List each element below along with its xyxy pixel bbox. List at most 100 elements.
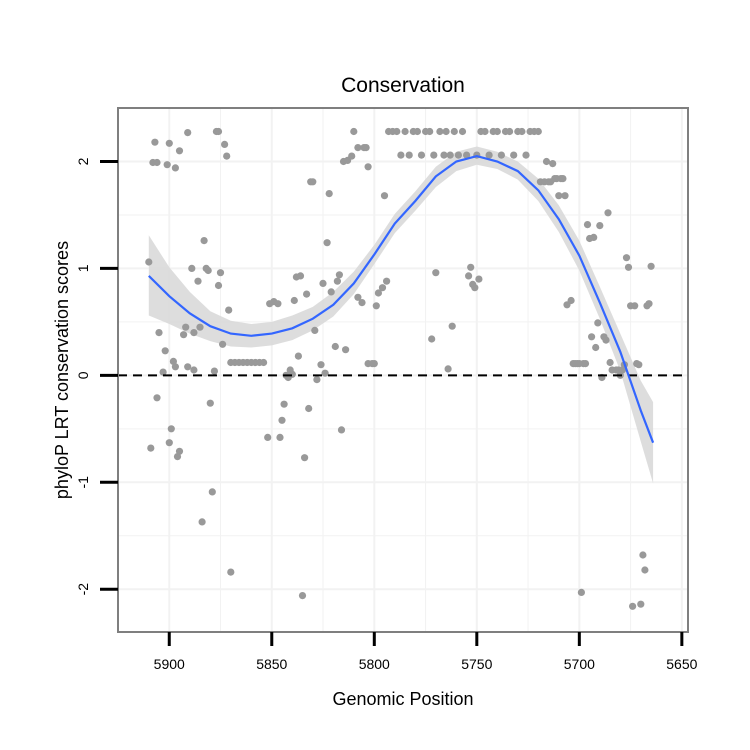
data-point: [151, 138, 159, 146]
x-tick-label: 5750: [461, 656, 492, 672]
data-point: [555, 192, 563, 200]
data-point: [194, 277, 202, 285]
data-point: [471, 284, 479, 292]
data-point: [592, 343, 600, 352]
data-point: [354, 293, 362, 301]
data-point: [294, 352, 302, 360]
data-point: [485, 151, 493, 159]
data-point: [163, 161, 171, 169]
data-point: [153, 158, 161, 167]
data-point: [180, 331, 188, 339]
data-point: [219, 340, 227, 348]
data-point: [313, 376, 321, 384]
data-point: [426, 127, 434, 136]
data-point: [442, 127, 450, 136]
data-point: [223, 152, 231, 160]
data-point: [635, 361, 643, 369]
data-point: [321, 369, 329, 377]
confidence-ribbon: [148, 146, 654, 484]
data-point: [175, 147, 184, 155]
data-point: [335, 271, 343, 279]
data-point: [214, 127, 223, 136]
data-point: [440, 151, 448, 159]
smooth-line: [148, 154, 655, 444]
data-point: [624, 263, 633, 271]
data-point: [188, 264, 196, 272]
data-point: [288, 370, 296, 378]
data-point: [298, 592, 307, 600]
data-point: [305, 404, 313, 413]
data-point: [225, 306, 233, 314]
data-point: [446, 151, 454, 159]
data-point: [428, 335, 436, 343]
data-point: [380, 192, 389, 200]
data-point: [264, 433, 272, 441]
x-tick-label: 5650: [666, 656, 697, 672]
data-point: [622, 254, 631, 262]
data-point: [184, 129, 192, 137]
data-point: [481, 127, 489, 136]
data-point: [581, 360, 590, 368]
data-point: [397, 151, 405, 159]
data-point: [639, 551, 647, 559]
data-point: [190, 329, 198, 337]
data-point: [510, 151, 518, 159]
data-point: [354, 144, 362, 152]
x-tick-label: 5900: [154, 656, 185, 672]
data-point: [506, 127, 514, 136]
data-point: [301, 454, 309, 462]
data-point: [358, 299, 366, 307]
y-tick-label: 2: [75, 157, 91, 165]
data-point: [350, 127, 358, 136]
data-point: [362, 144, 370, 152]
data-point: [208, 488, 216, 496]
y-tick-label: 0: [75, 371, 91, 379]
data-point: [458, 127, 467, 136]
data-point: [337, 426, 346, 434]
data-point: [444, 365, 452, 373]
data-point: [280, 400, 288, 408]
data-point: [401, 127, 409, 136]
data-point: [198, 518, 206, 526]
data-point: [577, 588, 586, 597]
data-point: [175, 447, 184, 455]
data-point: [325, 190, 333, 198]
data-point: [190, 366, 198, 374]
data-point: [290, 296, 298, 305]
data-point: [182, 323, 190, 331]
data-point: [342, 346, 350, 354]
data-point: [475, 275, 483, 283]
chart-title: Conservation: [341, 74, 465, 97]
data-point: [319, 279, 327, 287]
data-point: [602, 336, 610, 344]
data-point: [606, 358, 614, 367]
plot-panel: [117, 107, 689, 633]
data-point: [518, 127, 526, 136]
data-point: [413, 127, 421, 136]
data-point: [497, 151, 505, 159]
x-axis-title: Genomic Position: [332, 689, 473, 709]
data-point: [417, 151, 426, 159]
data-point: [549, 160, 557, 168]
data-point: [278, 416, 286, 424]
data-point: [372, 302, 380, 310]
plot-frame: [117, 107, 689, 633]
data-point: [327, 288, 335, 296]
data-point: [629, 602, 637, 610]
data-point: [317, 361, 325, 369]
data-point: [604, 209, 612, 217]
data-point: [167, 425, 175, 433]
data-point: [145, 258, 153, 266]
data-point: [596, 222, 604, 230]
data-point: [296, 272, 305, 280]
data-point: [559, 175, 567, 183]
data-point: [184, 363, 192, 371]
data-point: [311, 326, 319, 334]
data-point: [450, 127, 458, 136]
data-point: [436, 127, 444, 136]
data-point: [374, 289, 382, 297]
data-point: [196, 323, 204, 331]
y-tick-label: -1: [75, 476, 91, 489]
data-point: [405, 151, 413, 159]
